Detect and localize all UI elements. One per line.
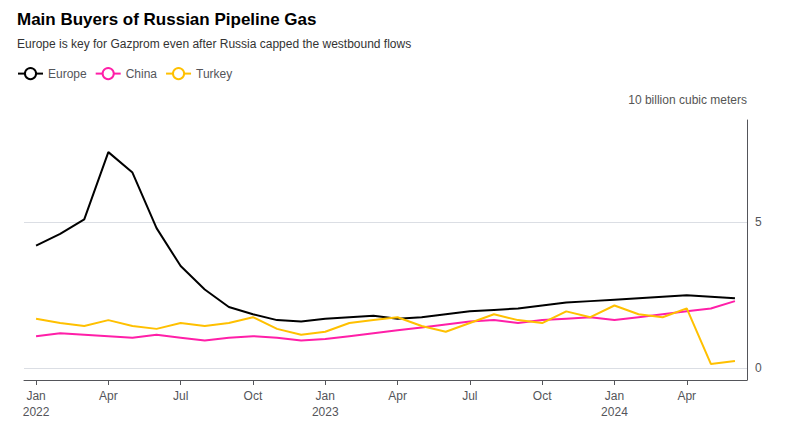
svg-text:Oct: Oct [244,389,263,403]
svg-text:Europe is key for Gazprom even: Europe is key for Gazprom even after Rus… [17,37,411,51]
svg-text:Jul: Jul [173,389,188,403]
svg-text:10 billion cubic meters: 10 billion cubic meters [628,93,747,107]
svg-text:2023: 2023 [312,405,339,419]
svg-text:Apr: Apr [99,389,118,403]
svg-text:Apr: Apr [388,389,407,403]
svg-text:Jul: Jul [462,389,477,403]
svg-text:Jan: Jan [26,389,45,403]
svg-text:Oct: Oct [533,389,552,403]
svg-text:Main Buyers of Russian Pipelin: Main Buyers of Russian Pipeline Gas [17,10,316,29]
svg-text:Europe: Europe [48,67,87,81]
svg-text:Jan: Jan [605,389,624,403]
svg-text:0: 0 [755,361,762,375]
svg-text:Apr: Apr [677,389,696,403]
svg-text:Jan: Jan [316,389,335,403]
svg-text:5: 5 [755,215,762,229]
svg-text:2024: 2024 [601,405,628,419]
svg-text:Turkey: Turkey [196,67,232,81]
svg-text:2022: 2022 [23,405,50,419]
svg-text:China: China [126,67,158,81]
